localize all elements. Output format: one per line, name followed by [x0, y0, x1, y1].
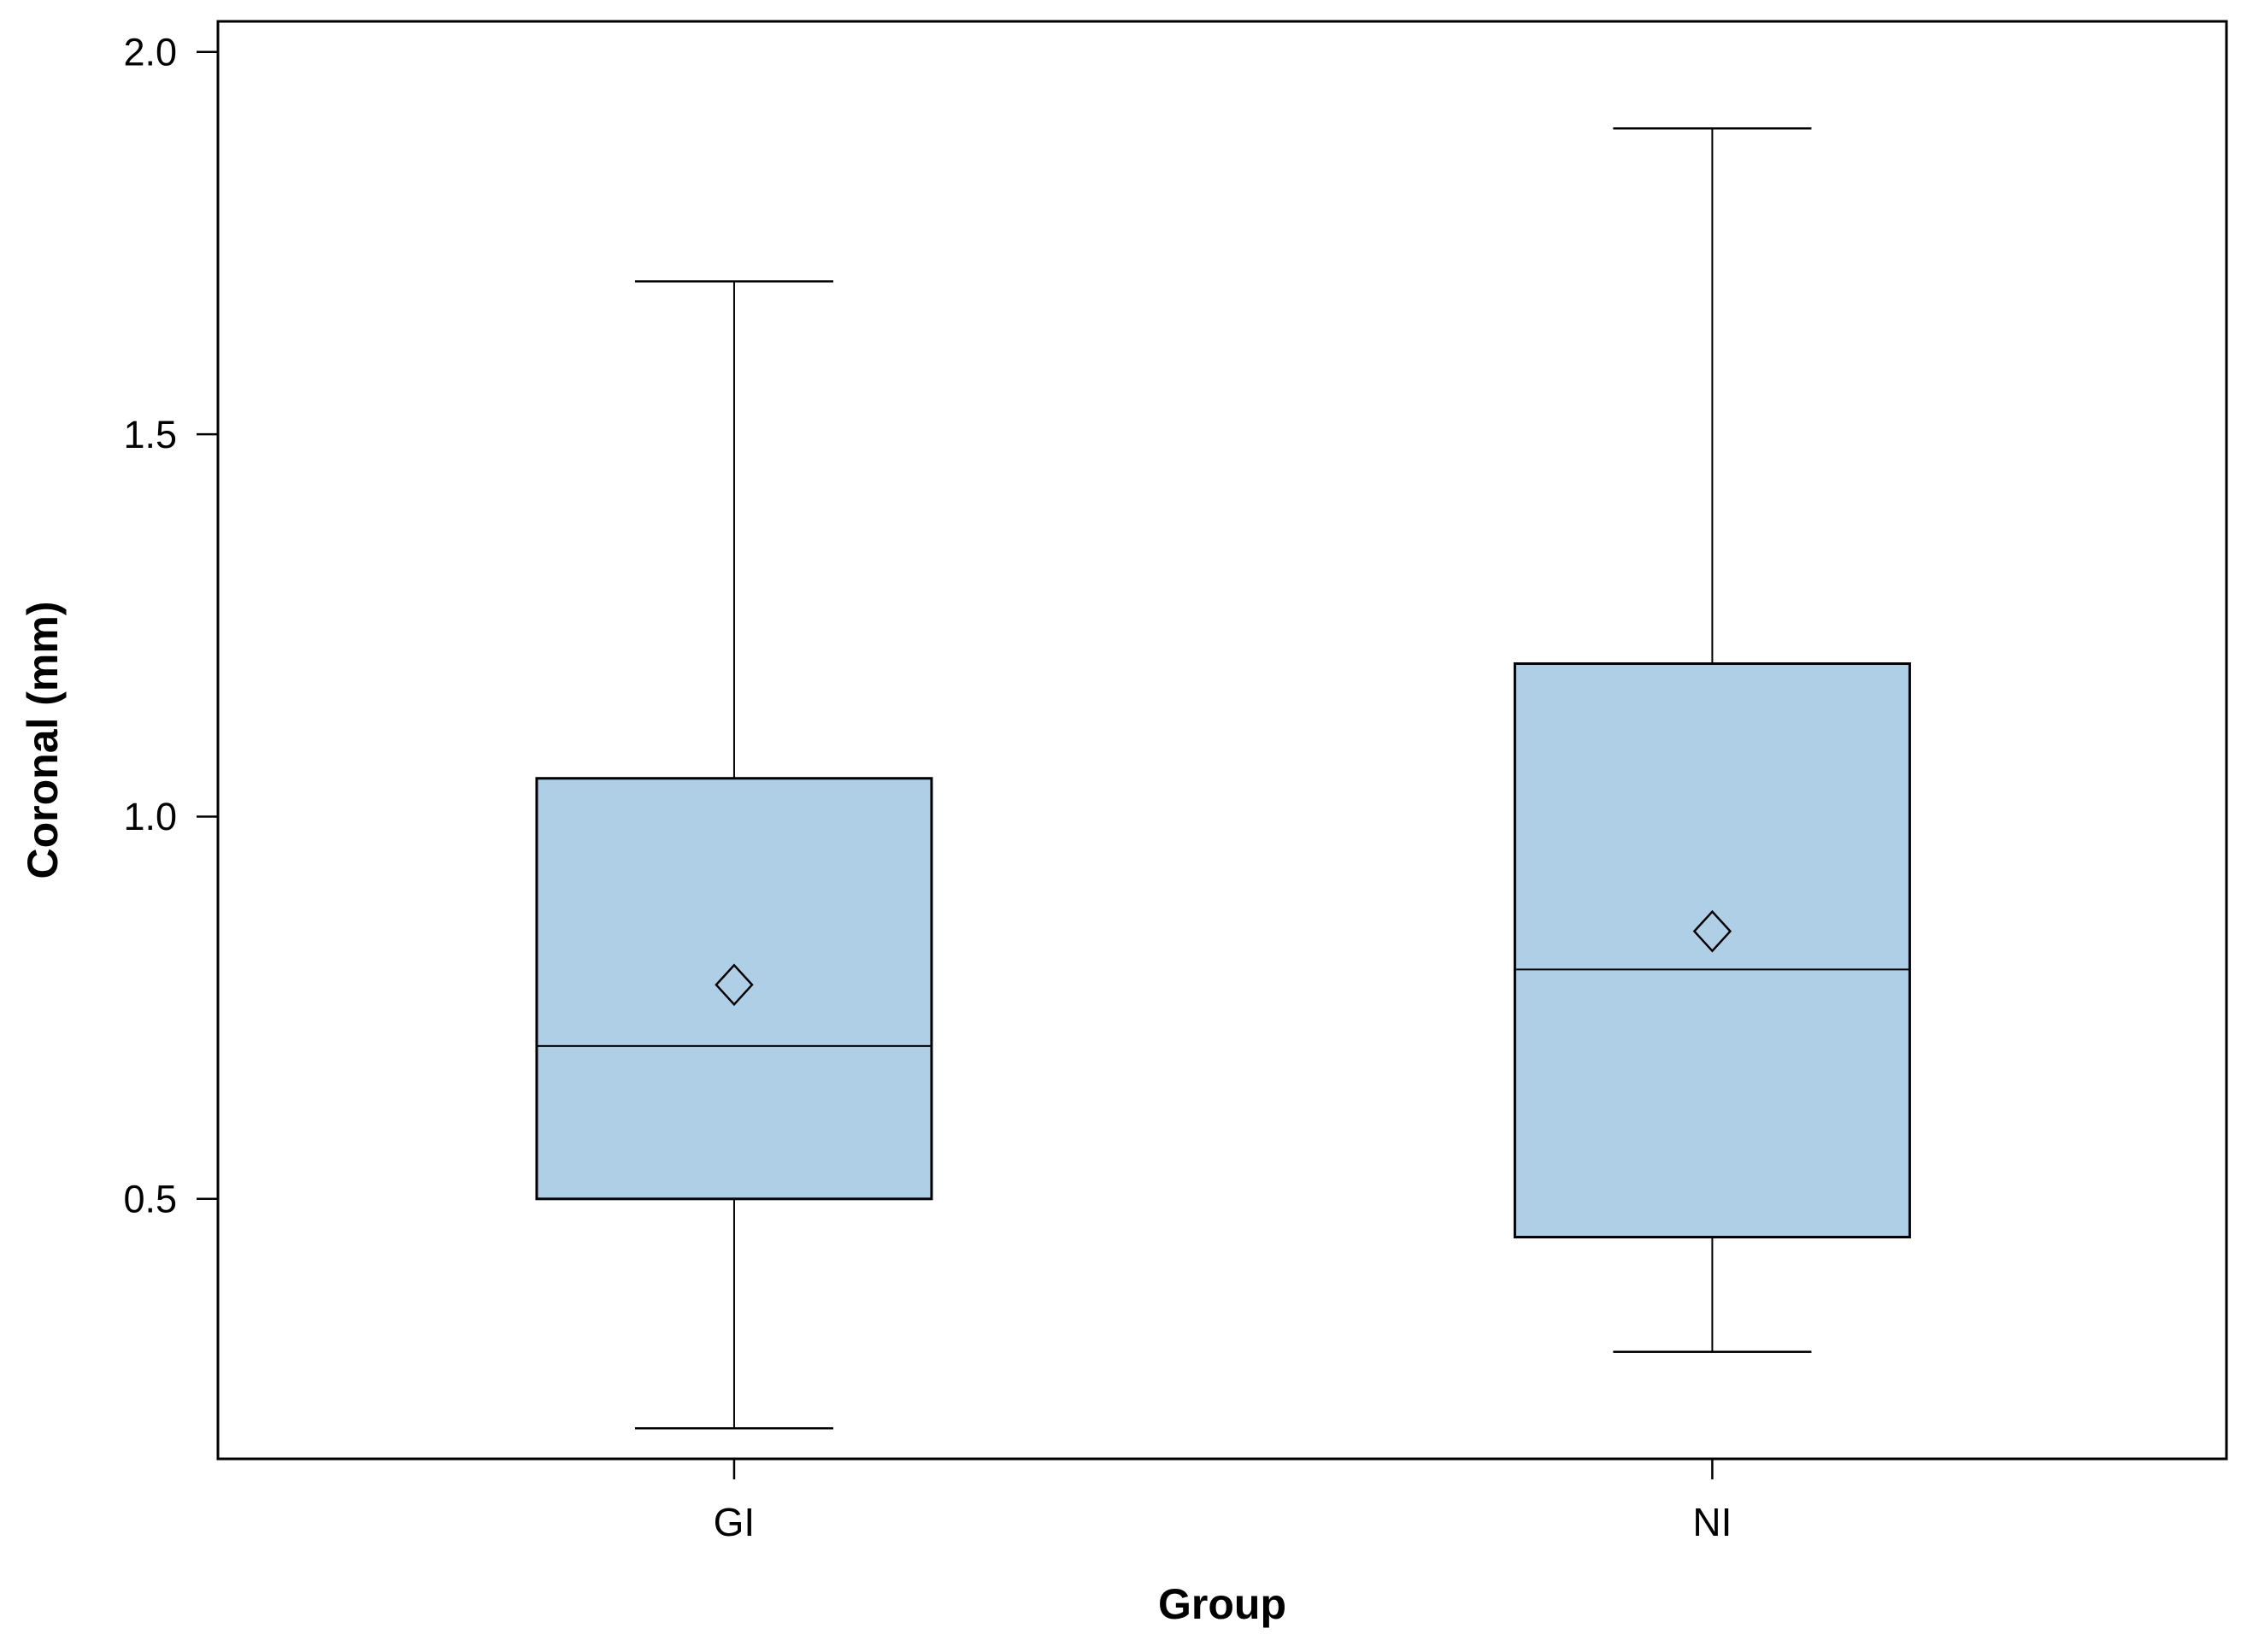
y-tick-label: 1.5 [123, 413, 177, 456]
y-tick-label: 1.0 [123, 795, 177, 838]
x-axis-title: Group [1158, 1580, 1286, 1628]
iqr-box-gi [535, 777, 933, 1201]
y-tick-label: 2.0 [123, 31, 177, 74]
y-axis-title: Coronal (mm) [19, 601, 67, 879]
y-tick-label: 0.5 [123, 1178, 177, 1221]
mean-diamond-gi [715, 963, 754, 1007]
mean-diamond-ni [1692, 909, 1732, 953]
x-tick-label-ni: NI [1692, 1500, 1732, 1544]
x-tick-label-gi: GI [714, 1500, 756, 1544]
plot-frame [216, 20, 2228, 1461]
